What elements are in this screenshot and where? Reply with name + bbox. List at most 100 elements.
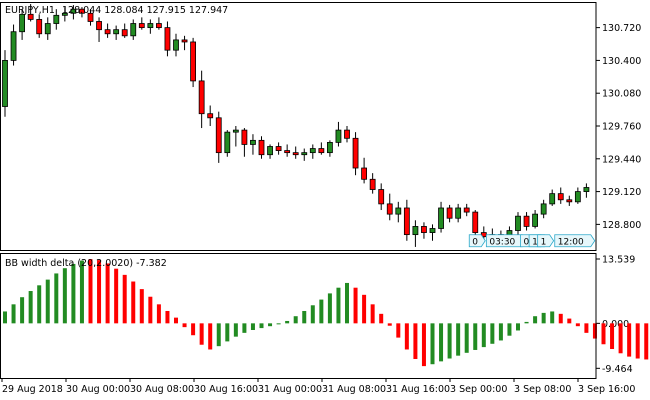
indicator-bar	[11, 304, 16, 324]
indicator-bar	[550, 311, 555, 324]
bear-candle	[215, 117, 222, 154]
bull-candle	[326, 141, 333, 154]
bull-candle	[301, 152, 308, 156]
bull-candle	[438, 207, 444, 229]
bull-candle	[224, 131, 231, 154]
bear-candle	[378, 189, 385, 205]
bull-candle	[540, 203, 547, 215]
indicator-bar	[644, 323, 649, 360]
time-tick-label: 3 Sep 16:00	[578, 384, 635, 395]
indicator-bar	[45, 279, 50, 324]
bear-candle	[241, 129, 248, 145]
price-tick-label: 130.720	[602, 23, 641, 34]
ohlc-values: 128.044 128.084 127.915 127.947	[62, 5, 228, 16]
bear-candle	[352, 137, 359, 169]
price-tag-box	[468, 234, 486, 248]
indicator-bar	[541, 312, 546, 324]
indicator-bar	[558, 313, 563, 324]
bear-candle	[36, 19, 43, 35]
indicator-bar	[62, 268, 67, 324]
indicator-bar	[447, 323, 452, 359]
time-tick-label: 30 Aug 16:00	[194, 384, 258, 395]
price-panel[interactable]: 130.720 130.400 130.080 129.760 129.440 129.1…	[2, 4, 642, 248]
price-tick-label: 130.400	[602, 56, 641, 67]
indicator-bar	[293, 316, 298, 324]
indicator-bar	[242, 323, 247, 333]
price-chart-title: EURJPY,H1	[5, 5, 55, 16]
indicator-title: BB width delta (20,2.0020) -7.382	[5, 258, 167, 269]
indicator-bar	[627, 323, 632, 357]
price-tick-label: 128.800	[602, 220, 641, 231]
indicator-tick-label: 13.539	[602, 254, 635, 265]
indicator-bar	[396, 323, 401, 338]
indicator-bar	[122, 274, 127, 324]
indicator-bar	[310, 305, 315, 324]
bear-candle	[121, 29, 128, 37]
indicator-bar	[336, 287, 341, 324]
bull-candle	[335, 129, 342, 143]
indicator-bar	[610, 323, 615, 350]
price-tag-label: 0	[472, 237, 478, 247]
indicator-bar	[618, 323, 623, 354]
indicator-bar	[327, 293, 332, 324]
bull-candle	[61, 12, 68, 16]
indicator-bar	[473, 323, 478, 350]
bull-candle	[250, 139, 256, 145]
price-tick-label: 129.120	[602, 187, 641, 198]
bear-candle	[344, 129, 350, 139]
indicator-bar	[148, 296, 153, 324]
bear-candle	[369, 178, 376, 190]
indicator-bar	[276, 323, 281, 325]
indicator-bar	[524, 321, 529, 324]
indicator-tick-label: -9.464	[602, 364, 633, 375]
indicator-bar	[285, 320, 290, 324]
indicator-bar	[516, 323, 520, 331]
time-axis: 29 Aug 2018 30 Aug 00:00 30 Aug 08:00 30 Au…	[1, 378, 635, 395]
bull-candle	[455, 207, 462, 219]
indicator-bar	[268, 323, 273, 327]
bear-candle	[421, 226, 427, 233]
bull-candle	[515, 215, 521, 231]
bull-candle	[549, 193, 556, 205]
indicator-bar	[250, 323, 255, 330]
bull-candle	[232, 129, 239, 133]
bear-candle	[87, 12, 94, 22]
bear-candle	[164, 27, 171, 51]
indicator-bar	[191, 323, 196, 336]
indicator-bar	[54, 273, 59, 324]
indicator-bar	[139, 289, 144, 324]
indicator-bar	[105, 263, 110, 324]
indicator-panel-frame	[0, 253, 597, 379]
bull-candle	[532, 213, 538, 227]
indicator-bar	[131, 281, 136, 324]
bull-candle	[19, 13, 26, 33]
bear-candle	[403, 207, 410, 236]
time-tick-label: 30 Aug 08:00	[130, 384, 194, 395]
bull-candle	[130, 23, 137, 37]
indicator-panel[interactable]: 13.539 0.000 -9.464	[3, 254, 650, 375]
bull-candle	[113, 29, 120, 35]
bull-candle	[70, 8, 77, 14]
price-tick-label: 129.440	[602, 154, 641, 165]
bear-candle	[207, 113, 214, 119]
bull-candle	[583, 187, 590, 192]
price-tag: 12:00	[554, 234, 596, 247]
indicator-bar	[3, 311, 7, 324]
indicator-bar	[199, 323, 204, 345]
indicator-bar	[575, 323, 580, 327]
bull-candle	[429, 228, 436, 233]
bull-candle	[267, 146, 273, 156]
price-tag-label: 03:30	[489, 237, 515, 247]
indicator-bar	[208, 323, 213, 350]
price-tag-box	[537, 234, 555, 248]
indicator-bar	[345, 282, 349, 324]
indicator-bar	[114, 268, 119, 324]
time-tick-label: 31 Aug 00:00	[258, 384, 322, 395]
indicator-bar	[592, 323, 597, 339]
bear-candle	[155, 23, 162, 29]
indicator-bar	[421, 323, 426, 367]
price-tag: 0	[468, 234, 486, 248]
bear-candle	[79, 8, 85, 14]
time-tick-label: 3 Sep 00:00	[450, 384, 507, 395]
